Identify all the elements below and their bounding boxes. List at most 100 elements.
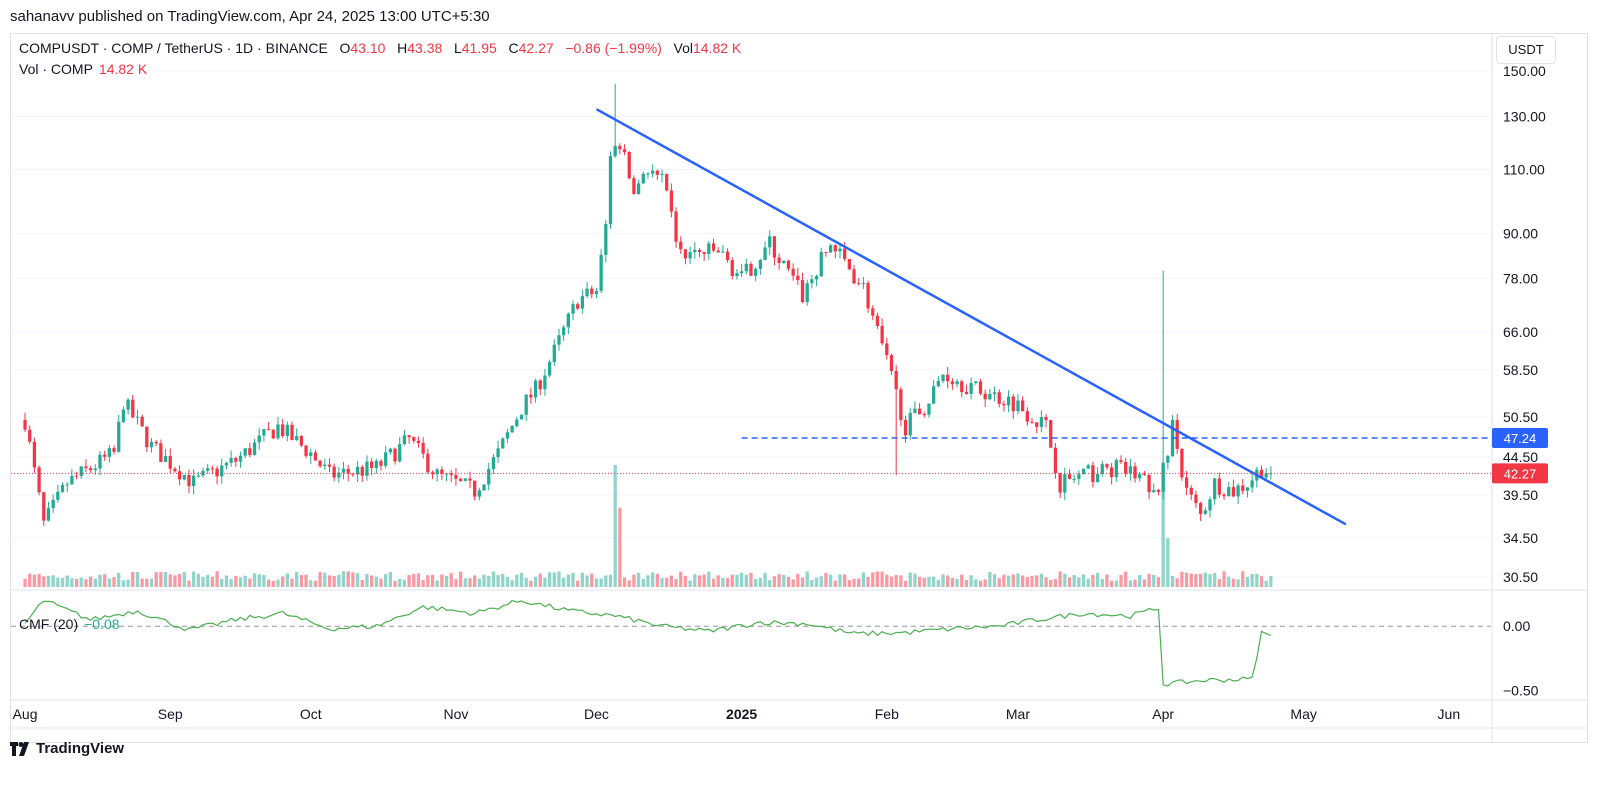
volume-bar	[46, 575, 51, 587]
price-tick-label: 39.50	[1503, 487, 1538, 503]
candle-body	[969, 383, 973, 394]
time-axis-label: Jun	[1438, 706, 1461, 722]
symbol-title[interactable]: COMPUSDT · COMP / TetherUS · 1D · BINANC…	[19, 40, 328, 56]
volume-bar	[997, 578, 1001, 587]
volume-bar	[538, 573, 542, 587]
volume-bar	[697, 575, 702, 587]
candle-body	[51, 499, 55, 509]
candle-body	[538, 380, 542, 390]
candle-body	[468, 478, 472, 481]
candle-body	[632, 178, 636, 194]
candle-body	[454, 475, 458, 479]
volume-bar	[107, 578, 111, 587]
volume-bar	[1241, 571, 1245, 587]
tradingview-logo-icon	[10, 741, 29, 756]
volume-bar	[763, 572, 767, 587]
volume-bar	[32, 574, 37, 587]
candle-body	[604, 224, 608, 255]
cmf-tick-label: −0.50	[1503, 683, 1539, 699]
volume-bar	[201, 576, 205, 587]
candle-body	[1166, 456, 1170, 463]
candle-body	[955, 381, 959, 385]
candle-body	[79, 466, 83, 476]
volume-bar	[571, 572, 575, 587]
candle-body	[131, 399, 135, 418]
volume-bar	[1119, 574, 1123, 587]
volume-bar	[796, 573, 800, 587]
volume-bar	[402, 579, 407, 587]
volume-bar	[693, 574, 697, 587]
candle-body	[1227, 487, 1231, 497]
high-value: 43.38	[407, 40, 443, 56]
candle-body	[1259, 469, 1264, 478]
volume-bar	[641, 578, 645, 587]
volume-bar	[960, 574, 964, 587]
volume-bar	[42, 576, 46, 587]
candle-body	[927, 403, 931, 415]
candle-body	[402, 435, 407, 445]
candle-body	[917, 408, 922, 415]
volume-bar	[248, 578, 252, 587]
price-tick-label: 44.50	[1503, 449, 1538, 465]
volume-bar	[871, 572, 875, 587]
candle-body	[777, 257, 781, 264]
volume-bar	[580, 572, 585, 587]
candle-body	[295, 436, 299, 440]
volume-bar	[1124, 571, 1128, 587]
cmf-label[interactable]: CMF (20)	[19, 616, 79, 632]
price-tick-label: 150.00	[1503, 63, 1546, 79]
candle-body	[932, 386, 936, 404]
candle-body	[1095, 473, 1100, 483]
candle-body	[693, 249, 697, 253]
change-value: −0.86 (−1.99%)	[565, 40, 662, 56]
volume-bar	[365, 573, 369, 587]
time-axis-label: Feb	[875, 706, 899, 722]
volume-bar	[754, 578, 758, 587]
time-axis-label: Apr	[1152, 706, 1174, 722]
volume-bar	[590, 573, 594, 587]
volume-bar	[852, 578, 856, 587]
candle-body	[636, 183, 641, 194]
volume-bar	[126, 579, 130, 587]
candle-body	[866, 282, 870, 309]
volume-bar	[355, 573, 360, 587]
candle-body	[23, 419, 27, 430]
candle-body	[1231, 487, 1236, 497]
candle-body	[163, 456, 168, 462]
candle-body	[618, 145, 622, 150]
candle-body	[421, 442, 425, 454]
candle-body	[1269, 473, 1273, 475]
candle-body	[768, 236, 772, 248]
candle-body	[1142, 473, 1147, 475]
candle-body	[655, 170, 659, 175]
candle-body	[299, 436, 304, 446]
candle-body	[1021, 400, 1025, 412]
volume-bar	[1255, 573, 1259, 587]
candle-body	[585, 288, 589, 297]
volume-series-label[interactable]: Vol · COMP	[19, 61, 93, 77]
candle-body	[608, 156, 613, 225]
volume-bar	[206, 574, 210, 587]
volume-bar	[1091, 574, 1095, 587]
candle-body	[838, 248, 842, 252]
volume-bar	[519, 572, 524, 587]
volume-bar	[505, 577, 510, 587]
candle-body	[1264, 473, 1268, 478]
volume-bar	[562, 577, 566, 587]
candle-body	[721, 251, 725, 253]
candle-body	[281, 424, 285, 436]
time-axis-label: May	[1290, 706, 1316, 722]
candle-body	[599, 254, 603, 291]
candle-body	[458, 478, 463, 481]
candle-body	[885, 343, 889, 356]
currency-button[interactable]: USDT	[1496, 36, 1556, 64]
time-axis-label: 2025	[726, 706, 757, 722]
candle-body	[1245, 487, 1250, 491]
candle-body	[1184, 477, 1189, 488]
candle-body	[1044, 417, 1048, 421]
volume-bar	[1269, 575, 1273, 587]
candle-body	[384, 452, 388, 466]
descending-trendline[interactable]	[595, 108, 1347, 526]
tradingview-footer[interactable]: TradingView	[10, 740, 124, 757]
